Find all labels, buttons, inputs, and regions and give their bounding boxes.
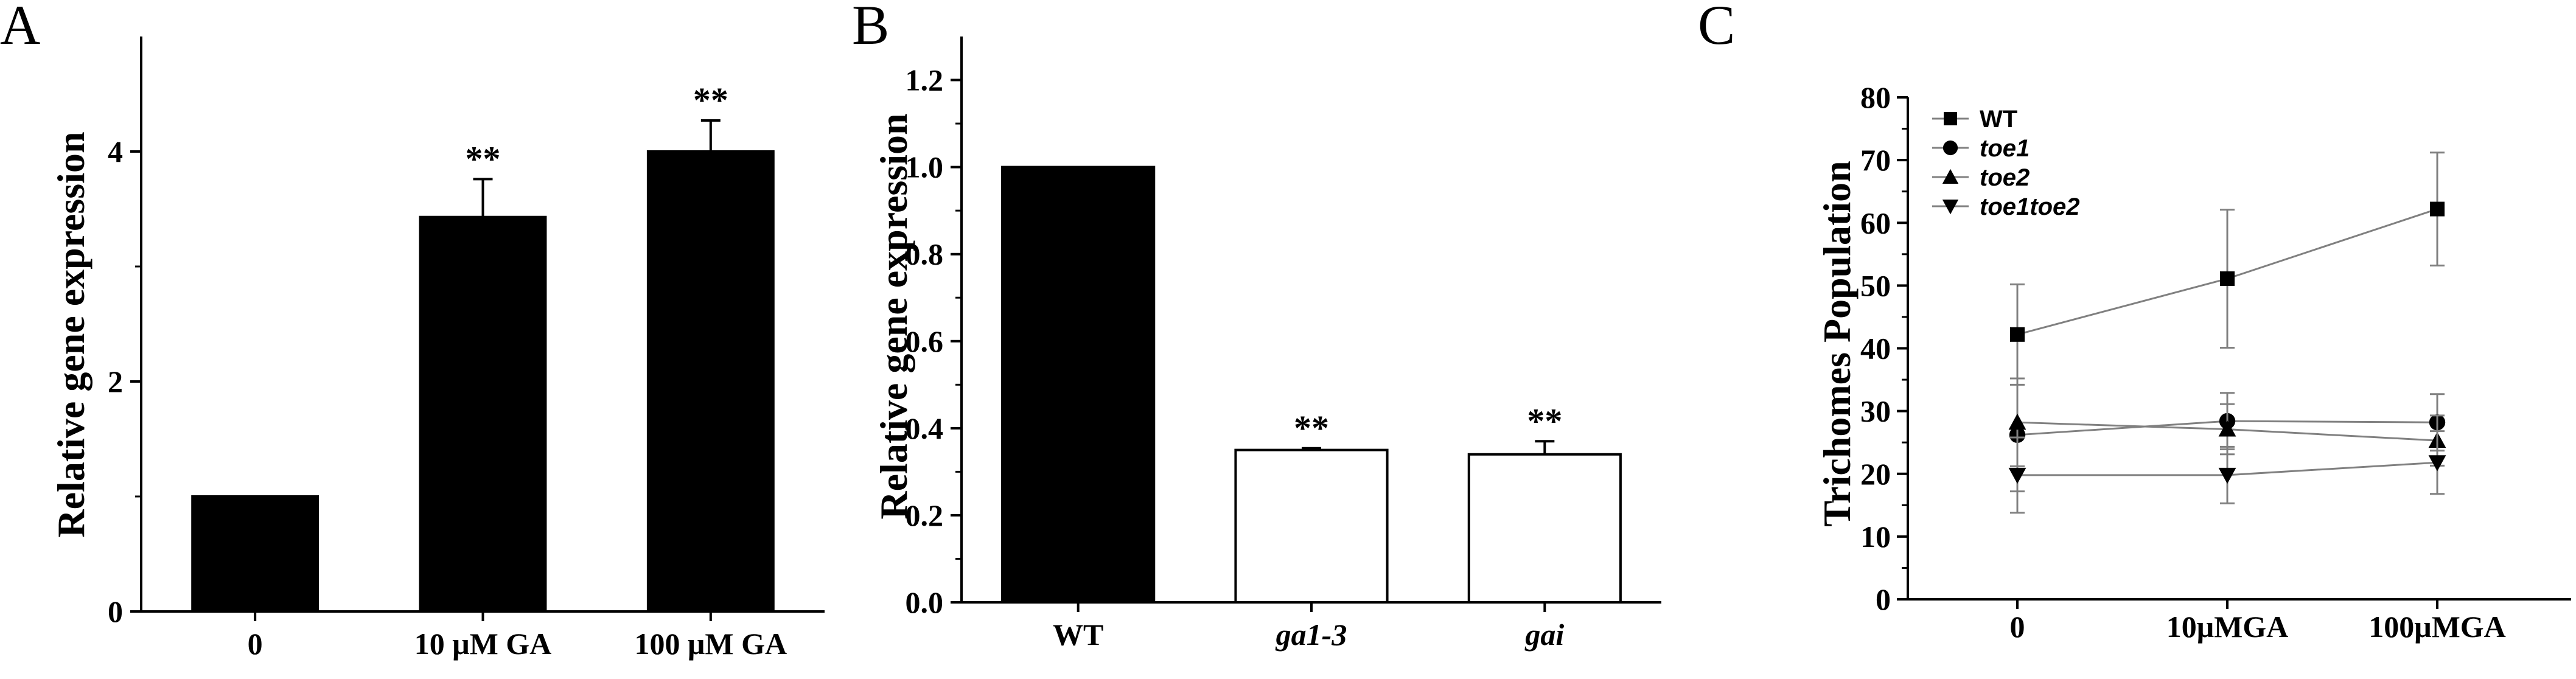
x-tick-label: WT	[1053, 618, 1103, 652]
bar	[191, 495, 319, 613]
y-tick-label: 2	[108, 364, 123, 399]
significance-label: **	[1527, 401, 1562, 440]
y-tick-label: 1.2	[906, 63, 944, 97]
y-tick-label: 70	[1860, 143, 1891, 177]
y-tick-label: 0.6	[906, 324, 944, 358]
x-tick-label: gai	[1524, 618, 1564, 652]
y-tick-label: 10	[1860, 520, 1891, 554]
y-tick-label: 0.8	[906, 237, 944, 271]
y-tick-label: 80	[1860, 80, 1891, 114]
bar	[419, 215, 547, 613]
x-tick-label: 10 μM GA	[414, 627, 552, 661]
y-tick-label: 30	[1860, 394, 1891, 428]
data-point-triangle-up	[1942, 169, 1959, 184]
y-tick-label: 0	[1876, 582, 1891, 616]
y-tick-label: 1.0	[906, 150, 944, 184]
data-point-triangle-down	[2428, 455, 2446, 472]
panel-b-chart: 0.0 0.2 0.4 0.6 0.8 1.0 1.2 WT ga1-3 ** gai **	[906, 37, 1661, 652]
data-point-triangle-up	[2218, 420, 2236, 437]
panel-c-ylabel: Trichomes Population	[1815, 161, 1859, 527]
bar	[1001, 165, 1156, 604]
x-tick-label: 0	[2010, 610, 2025, 644]
x-tick-label: 100μMGA	[2368, 610, 2506, 644]
significance-label: **	[466, 139, 501, 178]
y-tick-label: 40	[1860, 332, 1891, 366]
panel-label-b: B	[852, 0, 889, 56]
bar	[646, 150, 775, 613]
y-tick-label: 0.0	[906, 585, 944, 619]
data-point-triangle-up	[2008, 413, 2026, 430]
x-tick-label: 100 μM GA	[635, 627, 787, 661]
significance-label: **	[1294, 408, 1329, 448]
x-tick-label: 10μMGA	[2166, 610, 2289, 644]
y-tick-label: 20	[1860, 457, 1891, 491]
panel-a-ylabel: Relative gene expression	[49, 131, 92, 537]
bar	[1467, 453, 1622, 604]
legend-label: WT	[1980, 106, 2017, 133]
significance-label: **	[693, 80, 728, 120]
panel-label-c: C	[1698, 0, 1735, 56]
y-tick-label: 4	[108, 134, 123, 169]
panel-b-ylabel: Relative gene expression	[872, 113, 915, 519]
bar	[1234, 448, 1389, 604]
panel-a-chart: 0 2 4 0 10 μM GA ** 100 μM GA **	[108, 37, 825, 661]
y-tick-label: 0.2	[906, 498, 944, 532]
legend-label: toe1	[1980, 135, 2030, 162]
x-tick-label: ga1-3	[1276, 618, 1347, 652]
legend-label: toe2	[1980, 164, 2030, 191]
data-point-triangle-down	[1942, 200, 1959, 215]
data-point-square	[2430, 201, 2445, 217]
y-tick-label: 50	[1860, 268, 1891, 302]
y-tick-label: 0	[108, 594, 123, 629]
x-tick-label: 0	[248, 627, 263, 661]
y-tick-label: 0.4	[906, 411, 944, 445]
legend-label: toe1toe2	[1980, 193, 2080, 220]
data-point-square	[1944, 112, 1957, 125]
data-point-square	[2010, 327, 2025, 342]
data-point-triangle-down	[2218, 467, 2236, 484]
panel-label-a: A	[0, 0, 40, 56]
data-point-triangle-down	[2008, 467, 2026, 484]
y-tick-label: 60	[1860, 206, 1891, 240]
data-point-circle	[1942, 140, 1958, 156]
data-point-square	[2220, 271, 2235, 287]
